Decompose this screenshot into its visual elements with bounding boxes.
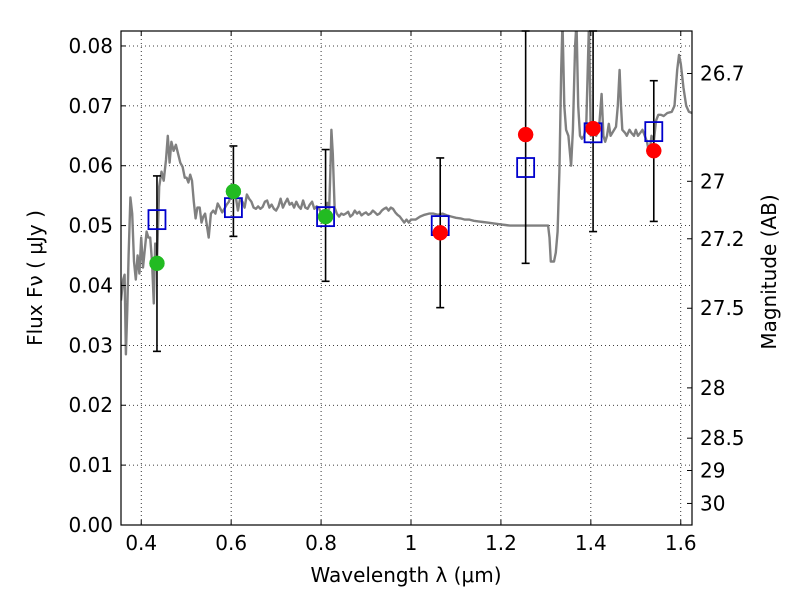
x-tick-label: 0.6 — [215, 531, 247, 555]
x-tick-label: 1.2 — [485, 531, 517, 555]
observed-flux-point — [317, 208, 334, 225]
x-axis-label: Wavelength λ (μm) — [310, 563, 501, 587]
right-tick-label: 28 — [700, 376, 725, 400]
right-tick-label: 29 — [700, 459, 725, 483]
x-tick-label: 0.4 — [125, 531, 157, 555]
right-tick-label: 28.5 — [700, 426, 745, 450]
model-flux-square — [147, 209, 167, 231]
y-tick-label: 0.08 — [68, 34, 113, 58]
x-tick-label: 1.4 — [575, 531, 607, 555]
plot-data — [121, 31, 692, 356]
right-tick-label: 30 — [700, 491, 725, 515]
model-flux-square — [644, 121, 664, 142]
observed-flux-point — [225, 183, 242, 200]
y-axis-label: Flux Fν ( μJy ) — [23, 210, 47, 346]
grid-lines — [121, 31, 692, 526]
observed-flux-point — [646, 143, 662, 159]
right-tick-label: 27.2 — [700, 227, 745, 251]
sed-model-line — [121, 31, 692, 356]
observed-flux-point — [517, 126, 534, 143]
y-tick-label: 0.02 — [68, 393, 113, 417]
right-axis-label: Magnitude (AB) — [757, 194, 781, 349]
right-tick-label: 26.7 — [700, 62, 745, 86]
x-tick-label: 1 — [405, 531, 418, 555]
observed-flux-point — [585, 120, 601, 137]
y-tick-label: 0.06 — [68, 154, 113, 178]
y-tick-label: 0.00 — [68, 513, 113, 537]
observed-flux-point — [149, 255, 165, 272]
model-flux-square — [516, 157, 536, 178]
x-tick-label: 0.8 — [305, 531, 337, 555]
model-flux-square — [316, 206, 335, 228]
y-tick-label: 0.04 — [68, 273, 113, 297]
plot-frame — [120, 30, 693, 526]
y-tick-label: 0.07 — [68, 94, 113, 118]
y-tick-label: 0.05 — [68, 214, 113, 238]
right-tick-label: 27.5 — [700, 296, 745, 320]
right-tick-label: 27 — [700, 169, 725, 193]
axis-ticks: 0.4 0.6 0.8 1 1.2 1.4 1.6 0.00 0.01 0.02 0.03 0.04 0… — [68, 31, 745, 555]
x-tick-label: 1.6 — [665, 531, 697, 555]
observed-flux-point — [432, 225, 448, 241]
error-bars — [152, 30, 658, 353]
data-markers — [147, 120, 664, 272]
y-tick-label: 0.03 — [68, 333, 113, 357]
y-tick-label: 0.01 — [68, 453, 113, 477]
